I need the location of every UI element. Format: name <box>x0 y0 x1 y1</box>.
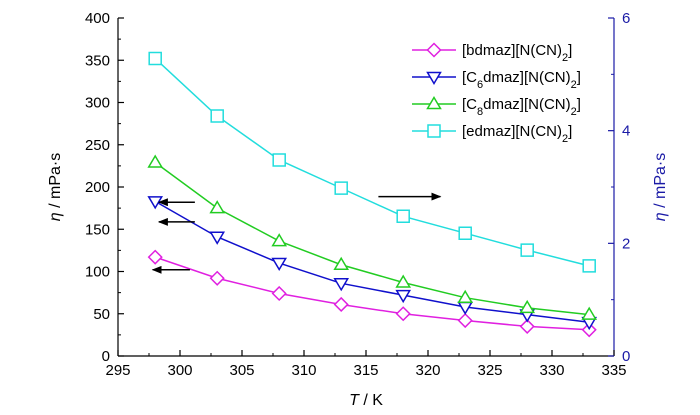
data-point <box>519 299 536 314</box>
y2-axis-title: η / mPa·s <box>652 153 669 221</box>
y-tick-label: 400 <box>85 10 110 27</box>
y-tick-label: 350 <box>85 52 110 69</box>
plot-area: 295 300 305 310 315 320 325 330 3350501001502002… <box>47 10 669 409</box>
legend-label: [edmaz][N(CN)2] <box>462 123 572 145</box>
data-point <box>396 209 410 224</box>
data-point <box>581 306 598 320</box>
y-tick-label: 100 <box>85 264 110 281</box>
series-line <box>154 58 590 267</box>
legend-marker <box>426 71 442 85</box>
y-tick-label: 150 <box>85 221 110 238</box>
data-point <box>334 181 348 195</box>
y-axis-title: η / mPa·s <box>47 153 64 221</box>
y2-tick-label: 6 <box>622 10 630 27</box>
legend-marker <box>426 96 442 110</box>
legend-item: [C8dmaz][N(CN)2] <box>412 96 581 118</box>
legend-label: [C8dmaz][N(CN)2] <box>462 96 581 118</box>
y2-tick-label: 0 <box>622 348 630 365</box>
data-point <box>147 154 164 168</box>
y-tick-label: 0 <box>102 348 110 365</box>
data-point <box>582 259 596 273</box>
data-point <box>209 200 226 214</box>
x-tick-label: 335 <box>601 362 626 379</box>
legend-item: [edmaz][N(CN)2] <box>412 123 572 145</box>
x-tick-label: 325 <box>477 362 502 379</box>
x-tick-label: 310 <box>291 362 316 379</box>
data-point <box>395 306 411 322</box>
data-point <box>209 231 226 245</box>
data-point <box>333 256 350 271</box>
x-tick-label: 320 <box>415 362 440 379</box>
data-point <box>271 233 288 247</box>
legend-label: [C6dmaz][N(CN)2] <box>462 69 581 91</box>
legend-item: [bdmaz][N(CN)2] <box>412 42 572 64</box>
series-0 <box>147 249 597 338</box>
legend-item: [C6dmaz][N(CN)2] <box>412 69 581 91</box>
y-tick-label: 300 <box>85 95 110 112</box>
y-tick-label: 200 <box>85 179 110 196</box>
series-2 <box>147 154 598 320</box>
data-point <box>271 257 288 272</box>
y-tick-label: 50 <box>93 306 110 323</box>
y2-tick-label: 2 <box>622 235 630 252</box>
y-tick-label: 250 <box>85 137 110 154</box>
data-point <box>272 153 286 167</box>
series-line <box>154 161 590 316</box>
legend-marker <box>426 42 442 58</box>
x-tick-label: 315 <box>353 362 378 379</box>
data-point <box>209 270 225 286</box>
data-point <box>147 249 163 265</box>
y2-tick-label: 4 <box>622 123 630 140</box>
data-point <box>520 243 534 257</box>
legend: [bdmaz][N(CN)2] [C6dmaz][N(CN)2] [C8dmaz][… <box>412 42 581 145</box>
x-tick-label: 330 <box>539 362 564 379</box>
series-line <box>154 200 590 323</box>
x-tick-label: 300 <box>167 362 192 379</box>
x-tick-label: 295 <box>105 362 130 379</box>
data-point <box>457 312 473 329</box>
data-point <box>271 285 287 302</box>
x-axis-title: T / K <box>349 392 383 409</box>
data-point <box>395 274 412 288</box>
data-point <box>458 226 472 240</box>
data-point <box>457 289 474 303</box>
x-tick-label: 305 <box>229 362 254 379</box>
data-point <box>395 289 412 304</box>
data-point <box>333 296 349 313</box>
data-point <box>333 278 350 292</box>
data-point <box>148 51 162 66</box>
legend-label: [bdmaz][N(CN)2] <box>462 42 572 64</box>
series-line <box>154 256 590 331</box>
series-1 <box>147 196 598 331</box>
series-3 <box>148 51 596 273</box>
data-point <box>210 109 224 123</box>
legend-marker <box>427 124 441 138</box>
data-point <box>519 318 535 334</box>
